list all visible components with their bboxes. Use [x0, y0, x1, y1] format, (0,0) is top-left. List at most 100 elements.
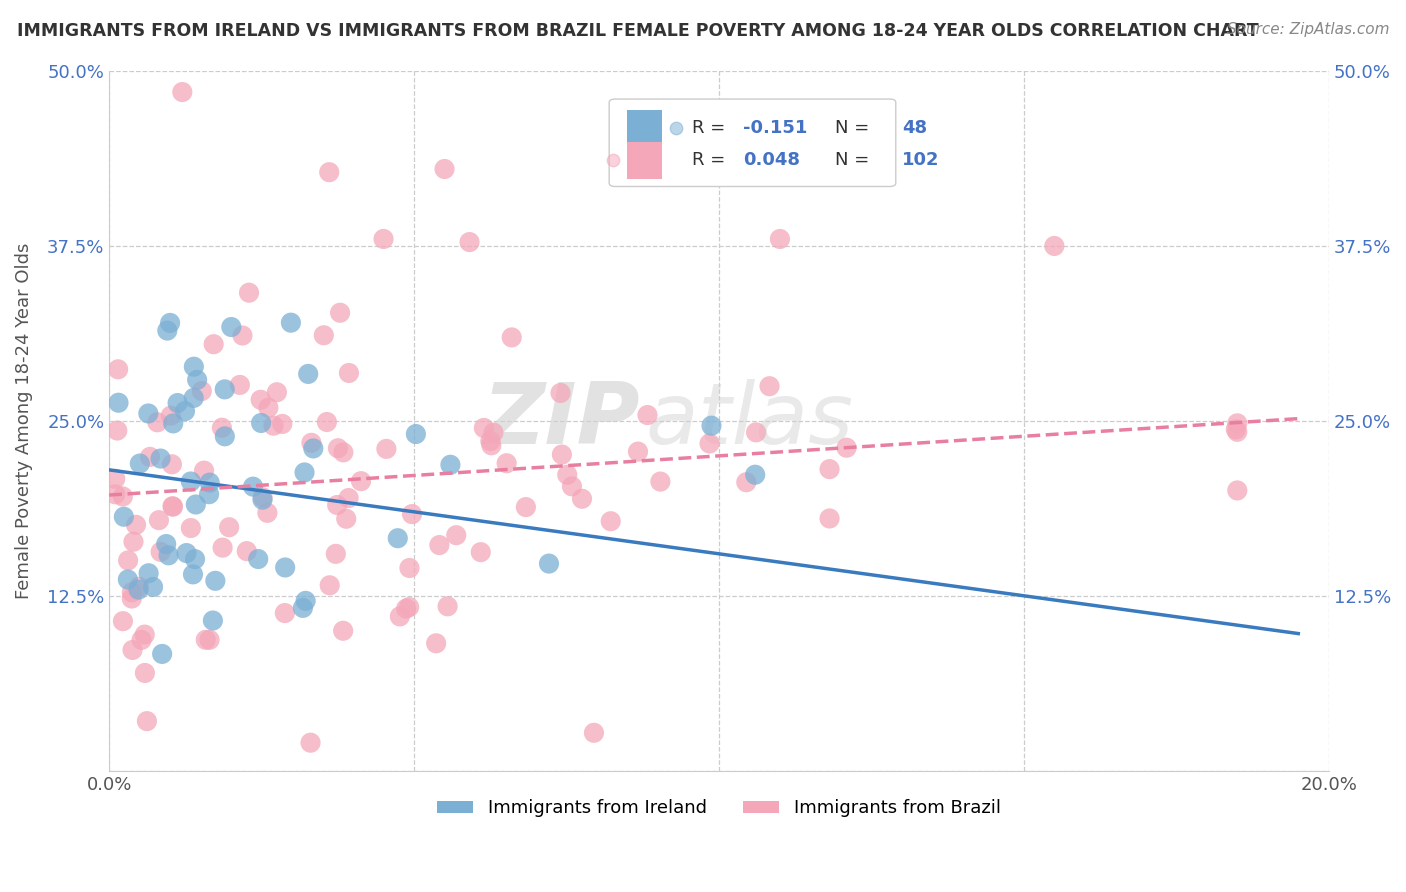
- Point: [550, 386, 572, 401]
- Text: R =: R =: [692, 120, 731, 137]
- Point: [128, 582, 150, 597]
- Point: [299, 736, 322, 750]
- Point: [121, 585, 143, 599]
- Legend: Immigrants from Ireland, Immigrants from Brazil: Immigrants from Ireland, Immigrants from…: [430, 792, 1008, 824]
- Point: [769, 232, 792, 246]
- Point: [121, 643, 143, 657]
- FancyBboxPatch shape: [609, 99, 896, 186]
- FancyBboxPatch shape: [627, 110, 662, 146]
- Point: [537, 557, 560, 571]
- Point: [174, 404, 197, 418]
- Point: [131, 632, 153, 647]
- Point: [176, 546, 198, 560]
- Point: [818, 511, 841, 525]
- Point: [337, 366, 360, 380]
- Point: [274, 606, 297, 620]
- Point: [1226, 425, 1249, 439]
- Point: [744, 467, 766, 482]
- Point: [561, 479, 583, 493]
- Point: [280, 316, 302, 330]
- Point: [582, 726, 605, 740]
- Text: 48: 48: [901, 120, 927, 137]
- Point: [818, 462, 841, 476]
- Point: [425, 636, 447, 650]
- Point: [388, 609, 411, 624]
- Point: [1226, 483, 1249, 498]
- Point: [194, 632, 217, 647]
- Point: [162, 500, 184, 514]
- Point: [627, 444, 650, 458]
- Point: [139, 450, 162, 464]
- Point: [111, 614, 134, 628]
- Point: [291, 600, 314, 615]
- Point: [1226, 417, 1249, 431]
- Point: [479, 438, 502, 452]
- Point: [193, 464, 215, 478]
- Point: [1043, 239, 1066, 253]
- Point: [699, 436, 721, 450]
- Text: atlas: atlas: [645, 379, 853, 462]
- Point: [350, 474, 373, 488]
- Point: [318, 578, 340, 592]
- Point: [700, 418, 723, 433]
- Point: [121, 591, 143, 606]
- Point: [315, 415, 337, 429]
- Point: [637, 408, 659, 422]
- Point: [218, 520, 240, 534]
- Point: [160, 409, 183, 423]
- Point: [436, 599, 458, 614]
- Point: [157, 549, 180, 563]
- Point: [758, 379, 780, 393]
- Point: [318, 165, 340, 179]
- Point: [198, 487, 221, 501]
- Point: [515, 500, 537, 514]
- Point: [128, 580, 150, 594]
- Point: [299, 435, 322, 450]
- Point: [735, 475, 758, 490]
- Point: [401, 507, 423, 521]
- Point: [172, 85, 194, 99]
- Text: 102: 102: [901, 152, 939, 169]
- Point: [184, 498, 207, 512]
- Point: [201, 614, 224, 628]
- Point: [204, 574, 226, 588]
- Text: Source: ZipAtlas.com: Source: ZipAtlas.com: [1226, 22, 1389, 37]
- Point: [134, 665, 156, 680]
- Point: [162, 500, 184, 514]
- Point: [257, 401, 280, 415]
- Point: [472, 421, 495, 435]
- Text: N =: N =: [835, 120, 875, 137]
- Point: [470, 545, 492, 559]
- Point: [235, 544, 257, 558]
- Point: [214, 383, 236, 397]
- Point: [117, 553, 139, 567]
- Point: [326, 442, 349, 456]
- Point: [221, 320, 243, 334]
- Point: [312, 328, 335, 343]
- Point: [112, 509, 135, 524]
- Point: [231, 328, 253, 343]
- Point: [446, 528, 468, 542]
- Point: [332, 445, 354, 459]
- Point: [256, 506, 278, 520]
- Point: [156, 324, 179, 338]
- Point: [294, 466, 316, 480]
- Point: [238, 285, 260, 300]
- Point: [214, 429, 236, 443]
- FancyBboxPatch shape: [627, 143, 662, 178]
- Point: [375, 442, 398, 456]
- Point: [501, 330, 523, 344]
- Point: [571, 491, 593, 506]
- Point: [398, 561, 420, 575]
- Point: [250, 416, 273, 430]
- Point: [599, 514, 621, 528]
- Point: [125, 517, 148, 532]
- Point: [433, 161, 456, 176]
- Point: [398, 600, 420, 615]
- Point: [155, 537, 177, 551]
- Point: [479, 434, 502, 448]
- Point: [111, 490, 134, 504]
- Point: [122, 534, 145, 549]
- Point: [263, 418, 285, 433]
- Point: [146, 415, 169, 429]
